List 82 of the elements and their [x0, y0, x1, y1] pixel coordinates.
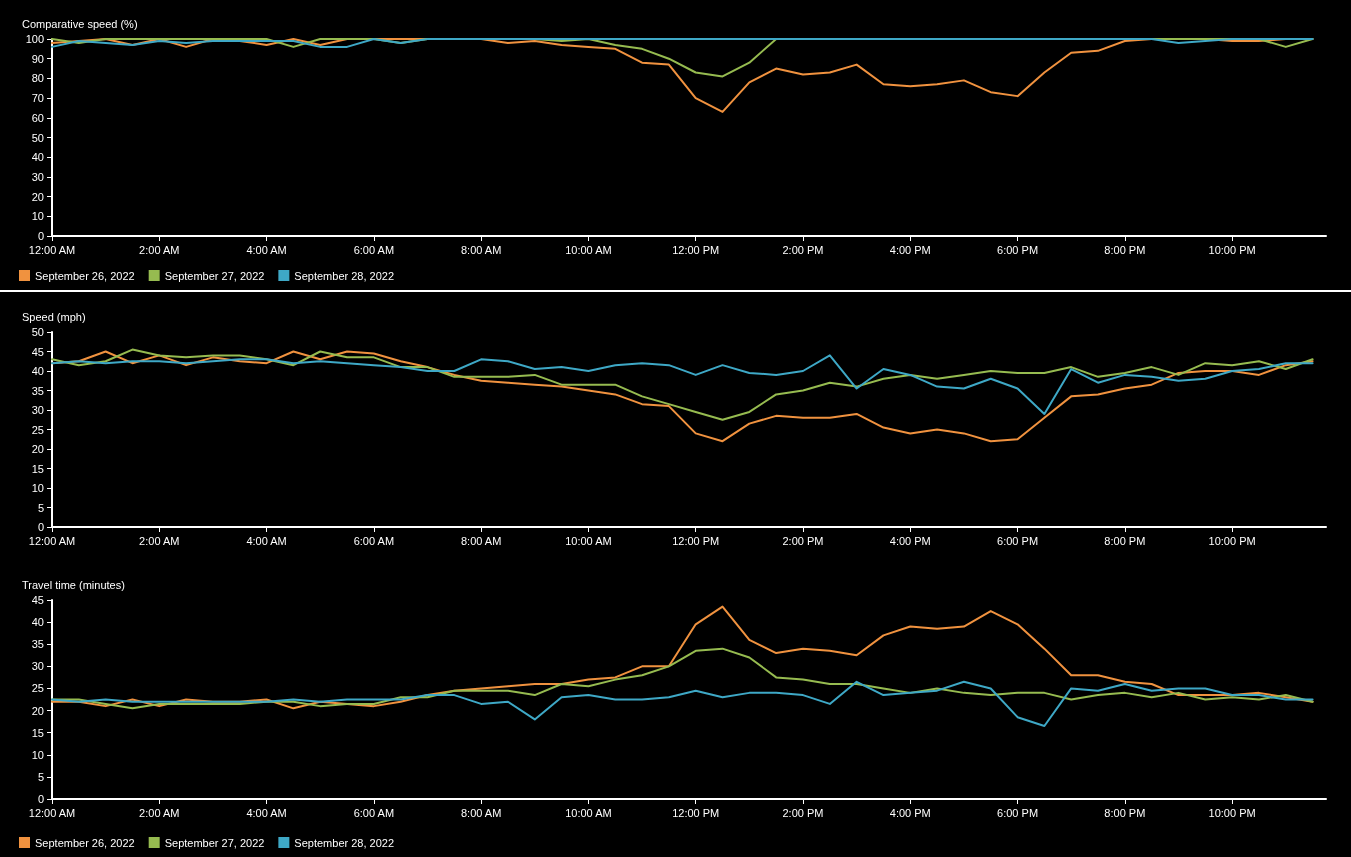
x-tick-label: 10:00 PM: [1208, 243, 1256, 256]
x-tick-label: 6:00 PM: [997, 806, 1039, 819]
x-tick-label: 12:00 AM: [28, 806, 76, 819]
y-tick-label: 15: [31, 726, 44, 739]
y-tick-label: 25: [31, 682, 44, 695]
legend-label: September 28, 2022: [294, 836, 395, 849]
x-tick-label: 8:00 PM: [1104, 806, 1146, 819]
x-tick-label: 8:00 AM: [460, 243, 502, 256]
line-series: [51, 354, 1314, 415]
x-tick-label: 8:00 PM: [1104, 534, 1146, 547]
legend-label: September 26, 2022: [35, 836, 135, 849]
x-tick-label: 6:00 AM: [353, 806, 395, 819]
x-tick-label: 4:00 AM: [246, 243, 287, 256]
legend-label: September 27, 2022: [164, 836, 265, 849]
x-tick-label: 2:00 PM: [782, 806, 824, 819]
y-tick-label: 40: [31, 365, 44, 377]
y-axis-title: Travel time (minutes): [22, 578, 125, 591]
x-tick-label: 4:00 PM: [889, 534, 931, 547]
y-tick-label: 20: [31, 704, 44, 717]
x-tick-label: 10:00 PM: [1208, 806, 1256, 819]
x-tick-label: 2:00 AM: [139, 534, 180, 547]
y-tick-label: 0: [37, 230, 44, 242]
legend-label: September 28, 2022: [294, 269, 395, 282]
y-tick-label: 60: [31, 111, 44, 124]
x-tick-label: 12:00 AM: [28, 243, 76, 256]
y-tick-label: 35: [31, 638, 44, 651]
x-tick-label: 10:00 PM: [1208, 534, 1256, 547]
y-tick-label: 30: [31, 660, 44, 673]
y-tick-label: 10: [31, 210, 44, 223]
y-tick-label: 5: [37, 501, 44, 514]
y-tick-label: 10: [31, 748, 44, 761]
y-tick-label: 90: [31, 52, 44, 65]
y-tick-label: 100: [25, 33, 44, 45]
y-tick-label: 70: [31, 92, 44, 105]
x-tick-label: 4:00 PM: [889, 243, 931, 256]
y-tick-label: 50: [31, 326, 44, 338]
y-tick-label: 30: [31, 170, 44, 183]
legend-label: September 27, 2022: [164, 269, 265, 282]
x-tick-label: 2:00 PM: [782, 534, 824, 547]
x-tick-label: 4:00 PM: [889, 806, 931, 819]
x-tick-label: 6:00 AM: [353, 243, 395, 256]
line-series: [51, 605, 1314, 710]
x-tick-label: 8:00 PM: [1104, 243, 1146, 256]
x-tick-label: 12:00 PM: [672, 534, 720, 547]
y-tick-label: 30: [31, 404, 44, 416]
y-tick-label: 40: [31, 616, 44, 629]
x-tick-label: 10:00 AM: [565, 534, 612, 547]
y-tick-label: 45: [31, 594, 44, 606]
y-tick-label: 40: [31, 151, 44, 164]
legend-label: September 26, 2022: [35, 269, 135, 282]
x-tick-label: 12:00 PM: [672, 243, 720, 256]
x-tick-label: 10:00 AM: [565, 806, 612, 819]
x-tick-label: 2:00 PM: [782, 243, 824, 256]
x-tick-label: 2:00 AM: [139, 243, 180, 256]
y-axis-title: Comparative speed (%): [22, 17, 138, 30]
y-tick-label: 25: [31, 423, 44, 436]
y-tick-label: 45: [31, 345, 44, 358]
x-tick-label: 12:00 AM: [28, 534, 76, 547]
y-tick-label: 20: [31, 443, 44, 455]
x-tick-label: 8:00 AM: [460, 806, 502, 819]
y-tick-label: 10: [31, 482, 44, 494]
y-tick-label: 35: [31, 384, 44, 397]
y-tick-label: 0: [37, 793, 44, 805]
y-axis-title: Speed (mph): [22, 310, 86, 323]
x-tick-label: 6:00 PM: [997, 534, 1039, 547]
x-tick-label: 8:00 AM: [460, 534, 502, 547]
x-tick-label: 2:00 AM: [139, 806, 180, 819]
x-tick-label: 10:00 AM: [565, 243, 612, 256]
y-tick-label: 20: [31, 190, 44, 203]
y-tick-label: 0: [37, 521, 44, 533]
x-tick-label: 12:00 PM: [672, 806, 720, 819]
y-tick-label: 50: [31, 131, 44, 144]
x-tick-label: 4:00 AM: [246, 534, 287, 547]
x-tick-label: 4:00 AM: [246, 806, 287, 819]
y-tick-label: 80: [31, 72, 44, 85]
line-series: [51, 680, 1314, 728]
line-series: [51, 38, 1314, 48]
x-tick-label: 6:00 PM: [997, 243, 1039, 256]
line-series: [51, 348, 1314, 421]
y-tick-label: 15: [31, 462, 44, 475]
y-tick-label: 5: [37, 770, 44, 783]
x-tick-label: 6:00 AM: [353, 534, 395, 547]
